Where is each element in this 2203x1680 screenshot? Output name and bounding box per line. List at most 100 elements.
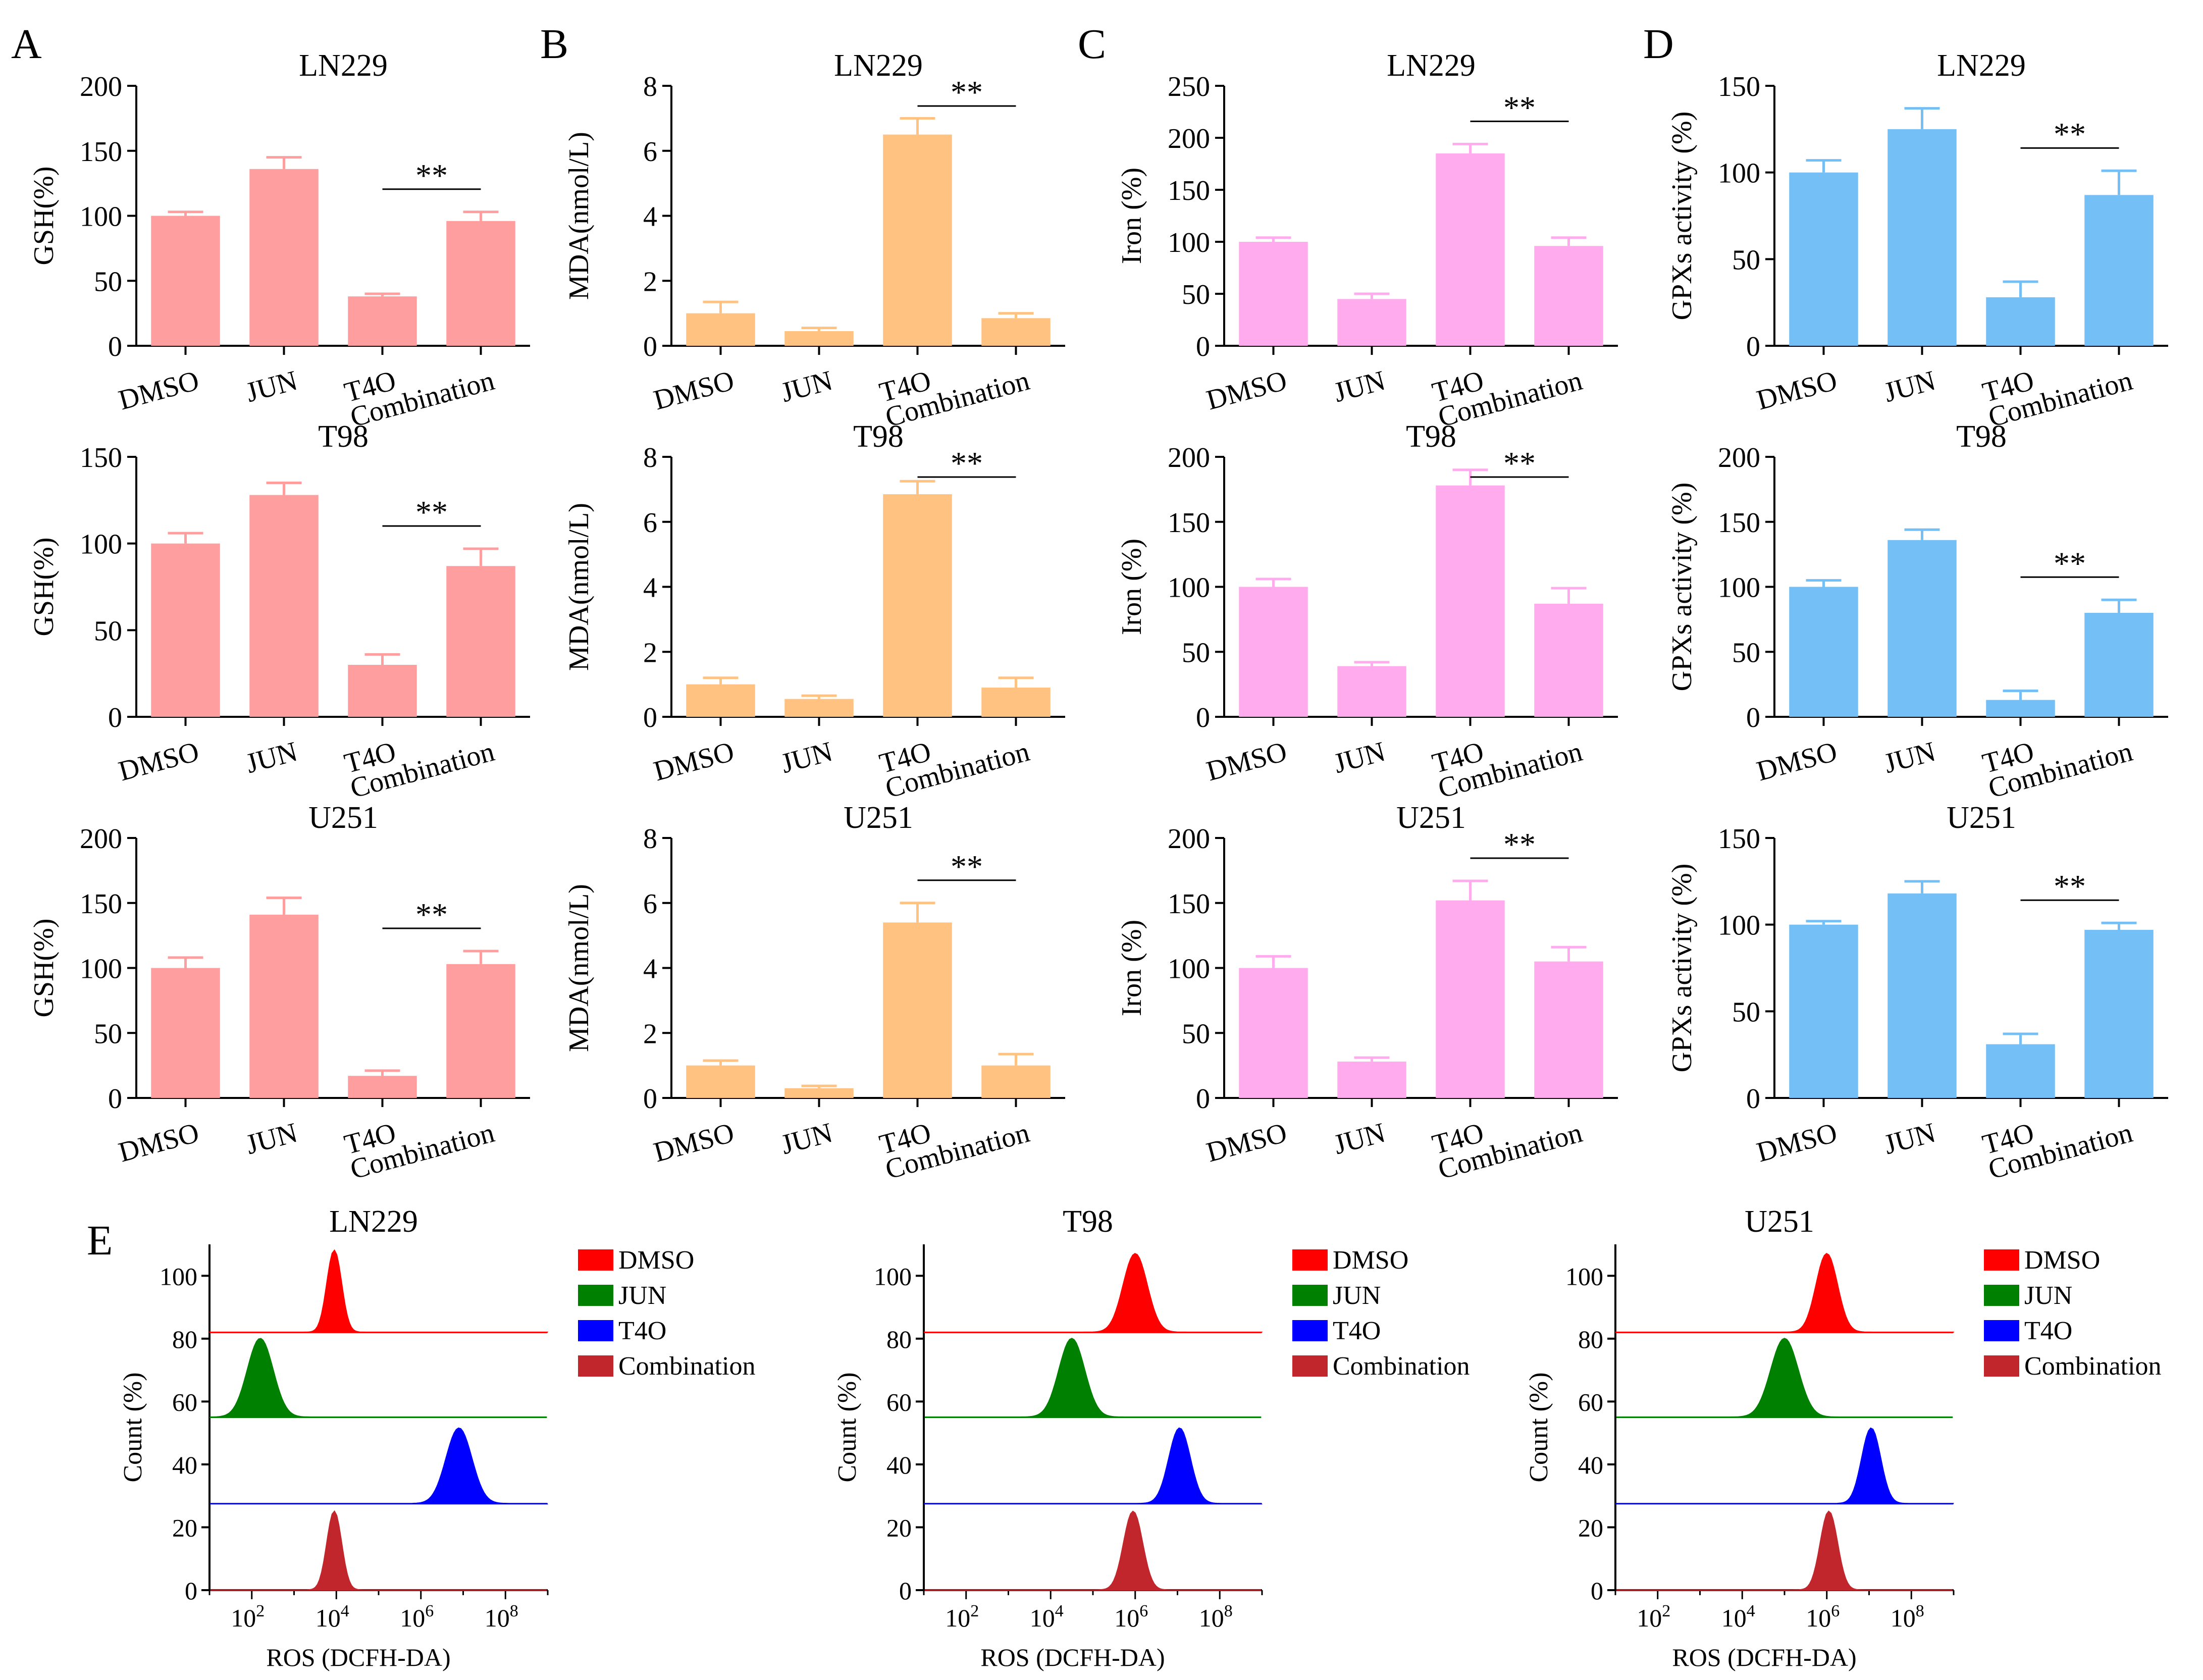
bar xyxy=(883,922,952,1098)
legend-swatch xyxy=(578,1355,613,1377)
y-tick-label: 100 xyxy=(80,201,122,233)
legend-swatch xyxy=(1984,1249,2019,1271)
bar xyxy=(1986,297,2055,346)
bar xyxy=(1534,961,1603,1098)
y-tick-label: 150 xyxy=(1168,175,1210,206)
panel-label-b: B xyxy=(540,21,568,68)
y-tick-label: 100 xyxy=(1168,954,1210,985)
y-tick-label: 0 xyxy=(108,1083,122,1115)
y-tick-label: 6 xyxy=(643,888,657,920)
significance-label: ** xyxy=(415,158,448,193)
y-tick-label: 50 xyxy=(94,266,122,297)
panel-label-a: A xyxy=(11,21,42,68)
y-tick-label: 2 xyxy=(643,1018,657,1049)
chart-title: U251 xyxy=(308,801,378,835)
legend-label: JUN xyxy=(1333,1281,1381,1310)
histogram-dmso xyxy=(923,1252,1263,1333)
y-tick-label: 4 xyxy=(643,201,657,233)
y-tick-label: 150 xyxy=(1168,507,1210,539)
significance-label: ** xyxy=(415,494,448,530)
y-axis-label: GSH(%) xyxy=(28,167,60,266)
y-axis-label: GPXs activity (%) xyxy=(1666,483,1698,692)
chart-title: T98 xyxy=(1406,419,1456,454)
bar xyxy=(1436,900,1505,1098)
x-tick-label: 104 xyxy=(1721,1602,1755,1632)
significance-label: ** xyxy=(2054,868,2086,904)
y-tick-label: 100 xyxy=(874,1262,912,1290)
y-tick-label: 200 xyxy=(1168,442,1210,474)
x-tick-label: 102 xyxy=(1637,1602,1670,1632)
y-tick-label: 60 xyxy=(886,1388,912,1416)
y-axis-label: GSH(%) xyxy=(28,919,60,1018)
legend-swatch xyxy=(578,1249,613,1271)
significance-label: ** xyxy=(951,445,983,481)
y-tick-label: 8 xyxy=(643,71,657,102)
y-tick-label: 80 xyxy=(886,1325,912,1353)
y-tick-label: 150 xyxy=(1718,507,1760,539)
y-tick-label: 0 xyxy=(108,331,122,362)
histogram-jun xyxy=(209,1338,547,1418)
legend-swatch xyxy=(1984,1320,2019,1341)
chart-title: T98 xyxy=(318,419,369,454)
y-tick-label: 200 xyxy=(1718,442,1760,474)
y-tick-label: 0 xyxy=(1196,702,1210,733)
x-tick-label: 104 xyxy=(316,1602,349,1632)
bar xyxy=(1887,129,1957,346)
x-axis-label: ROS (DCFH-DA) xyxy=(1672,1643,1856,1671)
bar xyxy=(1337,299,1406,346)
bar xyxy=(1534,603,1603,717)
y-tick-label: 100 xyxy=(160,1262,197,1290)
x-tick-label: 108 xyxy=(1199,1602,1233,1632)
y-tick-label: 150 xyxy=(80,888,122,920)
flow-histogram-ln229: 0 20 40 60 80 100 102 104 106 108 LN229 ROS (DCFH-D… xyxy=(119,1204,756,1671)
panel-label-e: E xyxy=(87,1217,113,1264)
y-tick-label: 200 xyxy=(80,71,122,102)
y-tick-label: 150 xyxy=(1718,823,1760,855)
bar xyxy=(348,296,417,346)
y-axis-label: GSH(%) xyxy=(28,538,60,637)
histogram-combination xyxy=(1616,1510,1953,1591)
histogram-jun xyxy=(1616,1338,1953,1418)
y-tick-label: 100 xyxy=(1168,572,1210,604)
y-tick-label: 80 xyxy=(1578,1325,1603,1353)
bar xyxy=(348,665,417,717)
legend-label: T4O xyxy=(618,1317,666,1345)
y-tick-label: 50 xyxy=(1732,637,1760,668)
bar xyxy=(1887,893,1957,1098)
bar xyxy=(784,699,854,717)
y-axis-label: MDA(nmol/L) xyxy=(563,132,595,300)
bar xyxy=(1789,587,1858,717)
y-tick-label: 150 xyxy=(1168,888,1210,920)
bar xyxy=(1337,1061,1406,1098)
y-tick-label: 8 xyxy=(643,823,657,855)
bar xyxy=(1887,540,1957,717)
y-tick-label: 0 xyxy=(1591,1577,1603,1605)
y-tick-label: 50 xyxy=(1182,1018,1210,1049)
x-axis-label: ROS (DCFH-DA) xyxy=(266,1643,450,1671)
y-tick-label: 100 xyxy=(1718,158,1760,189)
legend-swatch xyxy=(1292,1320,1328,1341)
legend-swatch xyxy=(1984,1285,2019,1306)
y-tick-label: 6 xyxy=(643,136,657,168)
y-axis-label: Iron (%) xyxy=(1116,920,1147,1016)
x-tick-label: 106 xyxy=(1806,1602,1840,1632)
legend-swatch xyxy=(1292,1355,1328,1377)
x-tick-label: 106 xyxy=(1114,1602,1148,1632)
chart-title: LN229 xyxy=(1937,48,2026,83)
significance-label: ** xyxy=(1503,445,1536,481)
bar xyxy=(446,964,515,1098)
y-tick-label: 0 xyxy=(643,1083,657,1115)
y-tick-label: 40 xyxy=(172,1451,197,1479)
bar xyxy=(2084,929,2154,1098)
bar xyxy=(151,968,220,1098)
bar xyxy=(249,914,319,1098)
y-axis-label: Count (%) xyxy=(1525,1372,1553,1482)
legend-label: DMSO xyxy=(2024,1246,2100,1275)
chart-title: T98 xyxy=(1956,419,2007,454)
bar xyxy=(981,318,1051,346)
bar xyxy=(1239,968,1308,1098)
y-tick-label: 2 xyxy=(643,266,657,297)
bar xyxy=(1534,246,1603,346)
